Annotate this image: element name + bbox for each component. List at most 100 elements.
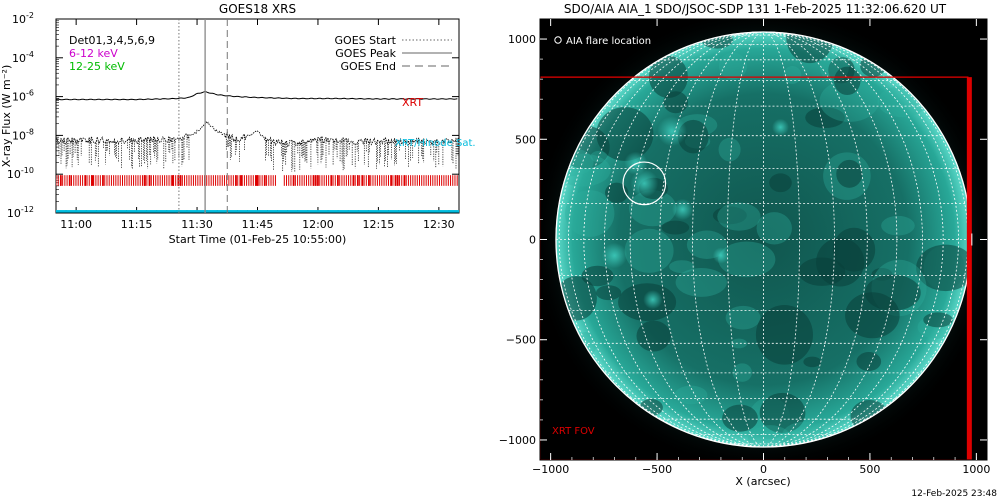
aia-x-tick-label: 500	[859, 463, 880, 476]
solar-texture-blob	[605, 182, 629, 203]
xrt-fov-edge	[966, 77, 972, 460]
short-channel-dropouts	[58, 134, 459, 172]
xrt-fov-label: XRT FOV	[552, 426, 595, 437]
longitude-line	[763, 31, 944, 448]
goes-event-lines	[178, 19, 228, 213]
active-region-brightening	[772, 118, 790, 136]
goes-y-tick-exp: -2	[26, 11, 34, 20]
solar-texture-blob	[756, 212, 792, 245]
solar-texture-blob	[661, 220, 690, 235]
solar-disk-image	[540, 19, 987, 460]
active-region-brightening	[657, 116, 687, 147]
solar-texture-blob	[624, 228, 674, 273]
goes-x-tick-label: 11:45	[242, 218, 274, 231]
aia-y-tick-label: 0	[529, 234, 536, 247]
longitude-line	[763, 31, 898, 448]
xrt-exposure-mark-dense	[143, 175, 146, 186]
solar-texture-blob	[725, 305, 761, 330]
solar-texture-blob	[712, 206, 747, 225]
aia-y-tick-label: 1000	[508, 33, 536, 46]
solar-texture-blob	[663, 91, 689, 114]
goes-legend-right-item: GOES Start	[335, 34, 397, 47]
goes-y-tick-label: 10-4	[12, 50, 34, 65]
solar-texture-blob	[916, 244, 972, 292]
solar-texture-blob	[836, 159, 863, 188]
goes-legend-left-item: 6-12 keV	[69, 47, 118, 60]
goes-y-tick-label: 10-8	[12, 127, 34, 142]
cyan-label: XRT/Hinode Sat.	[395, 138, 476, 149]
flare-brightening	[630, 169, 659, 198]
short-channel-series	[56, 121, 459, 147]
goes-y-tick-label: 10-2	[12, 11, 34, 26]
aia-y-tick-label: −500	[506, 334, 536, 347]
longitude-line	[763, 31, 959, 448]
solar-texture-blob	[805, 107, 845, 129]
longitude-line	[763, 31, 923, 448]
long-channel-series	[56, 91, 458, 101]
longitude-line	[568, 31, 764, 448]
solar-texture-blob	[565, 190, 615, 237]
goes-x-tick-label: 12:15	[363, 218, 395, 231]
goes-legend-left-item: Det01,3,4,5,6,9	[69, 34, 155, 47]
active-region-brightening	[643, 290, 663, 310]
goes-y-tick-label: 10-12	[7, 205, 34, 220]
active-region-brightening	[671, 198, 694, 221]
aia-y-tick-label: −1000	[499, 434, 536, 447]
solar-texture-blob	[819, 79, 880, 122]
flare-location-circle	[622, 161, 667, 206]
solar-texture-blob	[747, 425, 793, 448]
solar-texture-blob	[769, 173, 792, 193]
aia-legend: AIA flare location	[554, 36, 651, 47]
longitude-line	[692, 31, 764, 448]
goes-legend-right-item: GOES End	[340, 60, 396, 73]
solar-texture-blob	[722, 404, 758, 432]
solar-texture-blob	[674, 385, 708, 405]
goes-y-tick-base: 10	[12, 91, 26, 104]
xrt-exposure-mark-dense	[171, 175, 175, 186]
goes-legend-left-item: 12-25 keV	[69, 60, 125, 73]
solar-texture-blob	[596, 285, 622, 301]
longitude-line	[763, 31, 800, 448]
aia-image-plot: SDO/AIA AIA_1 SDO/JSOC-SDP 131 1-Feb-202…	[499, 2, 991, 488]
longitude-line	[763, 31, 868, 448]
goes-xrs-plot: GOES18 XRS 11:00 11:15 11:30 11:45 12:00 12:1…	[0, 2, 476, 246]
goes-y-tick-exp: -4	[26, 50, 34, 59]
aia-x-axis-label: X (arcsec)	[735, 475, 790, 488]
goes-series	[56, 91, 459, 172]
longitude-line	[659, 31, 764, 448]
solar-texture-blob	[718, 52, 747, 80]
aia-flare-legend-label: AIA flare location	[566, 36, 651, 47]
goes-y-tick-exp: -6	[26, 89, 34, 98]
aia-y-tick-label: 500	[515, 133, 536, 146]
aia-x-tick-label: −1000	[532, 463, 569, 476]
aia-plot-title: SDO/AIA AIA_1 SDO/JSOC-SDP 131 1-Feb-202…	[564, 2, 947, 16]
goes-x-tick-label: 11:15	[121, 218, 153, 231]
solar-texture-blob	[669, 260, 695, 274]
solar-texture-blob	[718, 241, 776, 278]
goes-x-tick-label: 12:30	[423, 218, 455, 231]
goes-legend-right-item: GOES Peak	[335, 47, 396, 60]
aia-x-tick-label: 1000	[962, 463, 990, 476]
goes-plot-title: GOES18 XRS	[219, 2, 296, 16]
goes-y-tick-base: 10	[7, 168, 21, 181]
aia-x-tick-label: −500	[642, 463, 672, 476]
solar-texture-blob	[717, 202, 761, 231]
longitude-line	[604, 31, 764, 448]
goes-y-tick-base: 10	[12, 52, 26, 65]
solar-texture-blob	[636, 320, 671, 352]
goes-y-tick-base: 10	[7, 207, 21, 220]
xrt-label: XRT	[402, 96, 423, 109]
goes-x-tick-label: 11:30	[181, 218, 213, 231]
solar-texture-blob	[759, 392, 806, 433]
longitude-line	[727, 31, 764, 448]
solar-texture-blob	[596, 107, 654, 161]
solar-texture-blob	[798, 257, 846, 286]
solar-texture-blob	[803, 356, 822, 368]
heliographic-grid	[555, 31, 972, 448]
solar-texture-blob	[628, 190, 677, 227]
goes-y-tick-exp: -10	[21, 166, 34, 175]
aia-axes: −1000 −500 0 500 1000 1000 500 0 −500 −1000	[499, 19, 990, 476]
goes-y-tick-exp: -8	[26, 127, 34, 136]
